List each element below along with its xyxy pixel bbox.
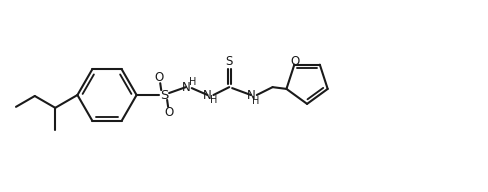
Text: O: O <box>155 71 164 84</box>
Text: H: H <box>210 95 217 105</box>
Text: N: N <box>246 89 255 102</box>
Text: O: O <box>291 55 300 68</box>
Text: H: H <box>252 96 260 106</box>
Text: S: S <box>225 55 233 68</box>
Text: O: O <box>164 106 174 119</box>
Text: N: N <box>203 89 212 102</box>
Text: S: S <box>160 89 168 102</box>
Text: N: N <box>182 81 190 94</box>
Text: H: H <box>189 77 197 87</box>
